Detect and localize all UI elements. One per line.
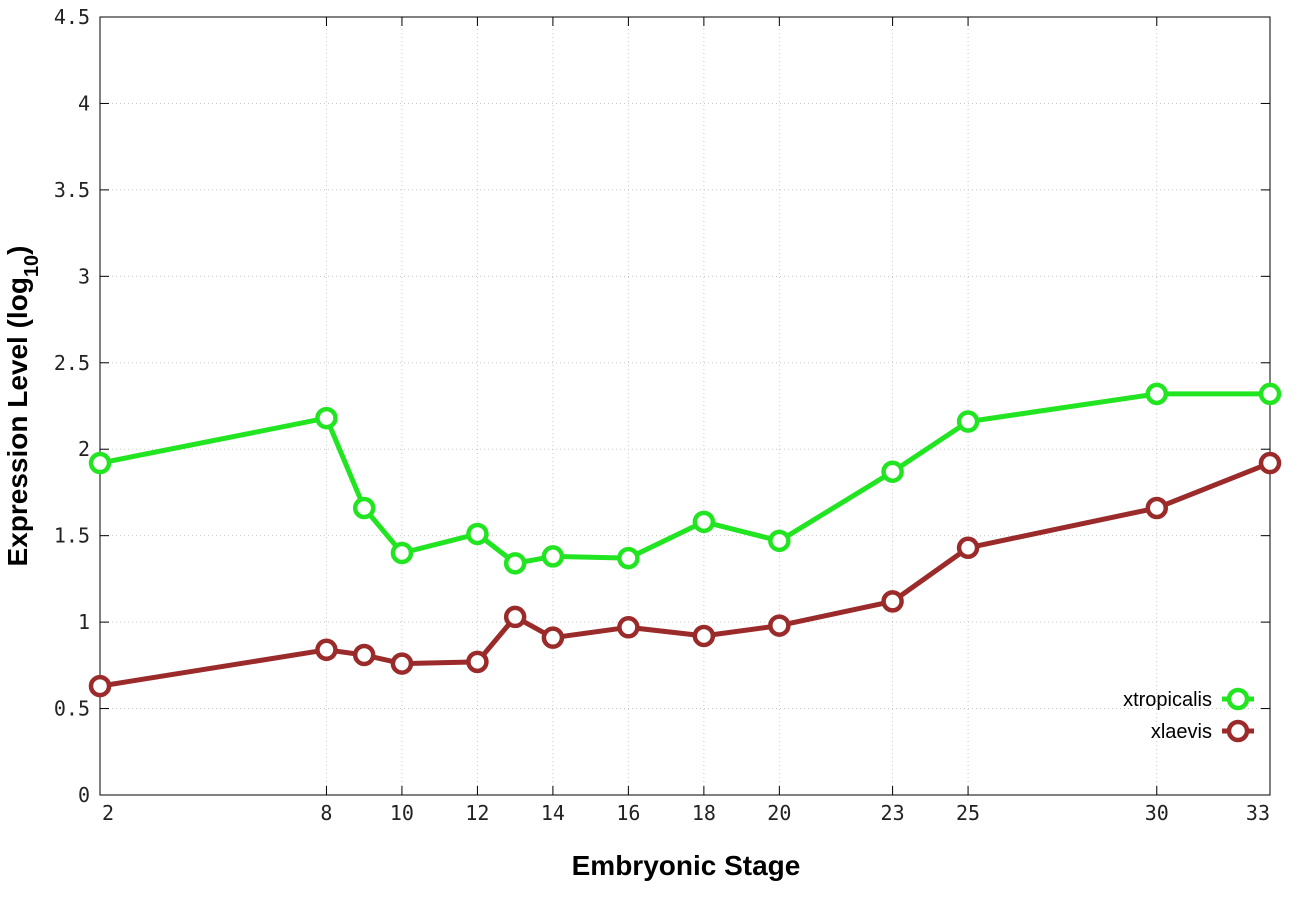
x-tick-label: 14: [541, 801, 565, 825]
plot-frame: [99, 16, 1271, 796]
legend-marker-xtropicalis: [1226, 687, 1250, 711]
y-tick-label: 2: [78, 437, 90, 461]
x-tick-label: 30: [1145, 801, 1169, 825]
data-point-xlaevis: [881, 590, 904, 613]
data-point-xlaevis: [503, 605, 527, 629]
data-point-xlaevis: [617, 616, 640, 639]
series-group: [88, 382, 1282, 698]
data-point-xtropicalis: [1145, 382, 1169, 406]
data-point-xtropicalis: [88, 451, 112, 475]
y-tick-label: 4.5: [54, 5, 90, 29]
series-xtropicalis: [88, 382, 1282, 575]
y-tick-labels: 0 0.5 1 1.5 2 2.5 3 3.5 4 4.5: [54, 5, 90, 807]
y-axis-title-main: Expression Level (log: [2, 277, 33, 566]
data-point-xlaevis: [1258, 451, 1282, 475]
legend-label-xlaevis: xlaevis: [1151, 721, 1212, 743]
data-point-xlaevis: [692, 624, 716, 648]
x-tick-label: 16: [616, 801, 640, 825]
axis-ticks: [99, 16, 1271, 796]
data-point-xlaevis: [88, 674, 112, 698]
legend: xtropicalis xlaevis: [1123, 687, 1254, 743]
data-point-xlaevis: [352, 643, 376, 667]
x-tick-labels: 2 8 10 12 14 16 18 20 23 25 30 33: [102, 801, 1270, 825]
y-tick-label: 1.5: [54, 524, 90, 548]
data-point-xtropicalis: [617, 546, 640, 570]
x-tick-label: 18: [692, 801, 716, 825]
data-point-xtropicalis: [692, 510, 716, 534]
data-point-xlaevis: [541, 626, 565, 649]
x-tick-label: 2: [102, 801, 114, 825]
data-point-xtropicalis: [1258, 382, 1282, 406]
data-point-xlaevis: [466, 650, 489, 674]
x-tick-label: 23: [881, 801, 905, 825]
x-tick-label: 20: [767, 801, 791, 825]
data-point-xtropicalis: [768, 529, 791, 553]
data-point-xtropicalis: [541, 545, 565, 568]
data-point-xtropicalis: [503, 552, 527, 575]
y-tick-label: 1: [78, 610, 90, 634]
series-xlaevis: [88, 451, 1282, 698]
series-line-xlaevis: [99, 460, 1271, 689]
x-tick-label: 10: [390, 801, 414, 825]
legend-item-xtropicalis: xtropicalis: [1123, 687, 1254, 711]
legend-label-xtropicalis: xtropicalis: [1123, 689, 1212, 711]
data-point-xlaevis: [390, 652, 414, 675]
data-point-xtropicalis: [390, 541, 414, 565]
data-point-xtropicalis: [956, 410, 980, 433]
data-point-xlaevis: [768, 614, 791, 637]
x-tick-label: 25: [956, 801, 980, 825]
y-tick-label: 3: [78, 264, 90, 288]
y-axis-title: Expression Level (log10): [2, 246, 43, 567]
data-point-xtropicalis: [881, 460, 904, 483]
data-point-xlaevis: [315, 638, 338, 662]
series-line-xtropicalis: [99, 391, 1270, 566]
y-tick-label: 4: [78, 91, 90, 115]
data-point-xlaevis: [1145, 496, 1169, 520]
x-tick-label: 12: [465, 801, 489, 825]
data-point-xlaevis: [956, 536, 980, 560]
grid: [100, 17, 1270, 795]
y-axis-title-close: ): [2, 246, 33, 255]
y-tick-label: 0.5: [54, 697, 90, 721]
data-point-xtropicalis: [352, 496, 376, 520]
legend-marker-xlaevis: [1226, 719, 1250, 743]
y-tick-label: 3.5: [54, 178, 90, 202]
data-point-xtropicalis: [466, 522, 489, 546]
y-tick-label: 0: [78, 783, 90, 807]
data-point-xtropicalis: [315, 406, 338, 430]
y-tick-label: 2.5: [54, 351, 90, 375]
y-axis-title-subscript: 10: [21, 255, 43, 277]
x-tick-label: 8: [320, 801, 332, 825]
x-tick-label: 33: [1246, 801, 1270, 825]
legend-item-xlaevis: xlaevis: [1151, 719, 1254, 743]
x-axis-title: Embryonic Stage: [572, 850, 801, 881]
